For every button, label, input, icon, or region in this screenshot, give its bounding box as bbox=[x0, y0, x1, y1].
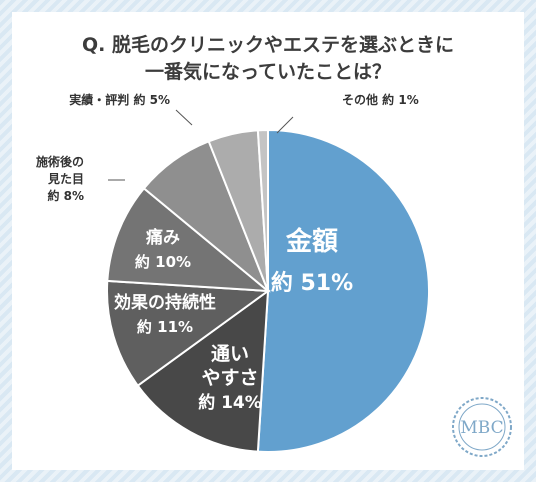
pie-slice-3 bbox=[106, 186, 272, 293]
chart-title-line1: Q. 脱毛のクリニックやエステを選ぶときに bbox=[82, 34, 454, 56]
slice-label-5: 実績・評判 約 5% bbox=[69, 92, 193, 126]
slice-value-label: 約 10% bbox=[135, 253, 191, 271]
slice-label-text: 金額 bbox=[285, 226, 338, 257]
slice-label-text: 見た目 bbox=[47, 171, 84, 186]
leader-line bbox=[175, 109, 193, 126]
slice-label-text: 実績・評判 約 5% bbox=[69, 92, 170, 107]
chart-panel: Q. 脱毛のクリニックやエステを選ぶときに 一番気になっていたことは？ 金額約 … bbox=[12, 12, 524, 470]
slice-label-text: 効果の持続性 bbox=[114, 292, 216, 313]
slice-value-label: 約 8% bbox=[47, 188, 84, 203]
pie-slice-1 bbox=[136, 288, 270, 453]
mbc-logo: MBC bbox=[452, 397, 512, 457]
slice-label-6: その他 約 1% bbox=[276, 92, 419, 134]
slice-value-label: 約 51% bbox=[271, 270, 353, 296]
slice-label-text: 施術後の bbox=[36, 154, 84, 169]
slice-label-text: その他 約 1% bbox=[342, 92, 419, 107]
leader-line bbox=[276, 116, 294, 134]
logo-inner-ring bbox=[458, 403, 506, 451]
slice-label-text: やすさ bbox=[201, 367, 258, 389]
pie-slice-6 bbox=[256, 128, 269, 292]
slice-label-text: 通い bbox=[211, 343, 249, 365]
logo-text: MBC bbox=[460, 418, 503, 438]
chart-title-line2: 一番気になっていたことは？ bbox=[144, 61, 392, 83]
logo-ring bbox=[452, 397, 512, 457]
pie-slice-0 bbox=[256, 128, 431, 453]
slice-value-label: 約 11% bbox=[137, 318, 193, 336]
pie-slice-2 bbox=[106, 279, 271, 388]
slice-label-0: 金額約 51% bbox=[271, 226, 353, 296]
slice-value-label: 約 14% bbox=[198, 392, 262, 413]
slice-label-text: 痛み bbox=[146, 227, 180, 248]
slice-label-3: 痛み約 10% bbox=[135, 227, 191, 271]
chart-title: Q. 脱毛のクリニックやエステを選ぶときに 一番気になっていたことは？ bbox=[12, 32, 524, 86]
